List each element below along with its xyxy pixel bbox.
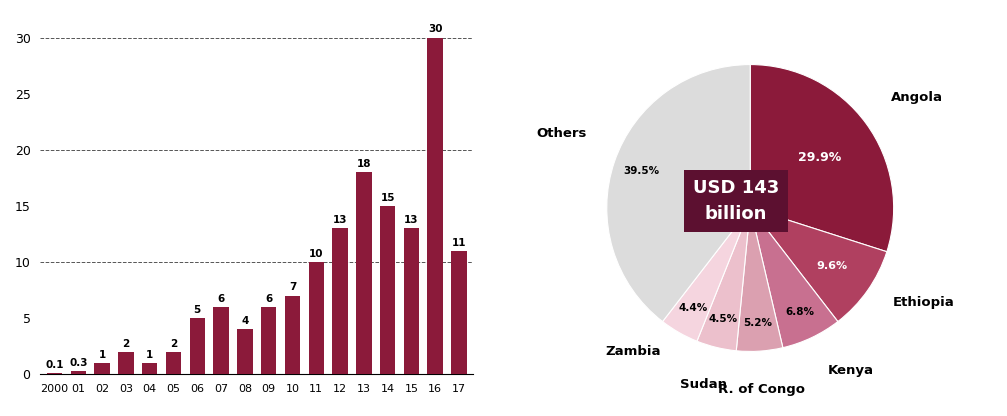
Text: 30: 30 [428, 24, 442, 34]
Text: 0.3: 0.3 [69, 358, 88, 368]
Bar [238, 329, 253, 374]
Bar [213, 307, 229, 374]
Text: 9.6%: 9.6% [817, 261, 848, 271]
Text: 4: 4 [242, 316, 249, 326]
Bar [404, 228, 419, 374]
Bar [261, 307, 276, 374]
Text: 10: 10 [309, 249, 323, 259]
Text: 6: 6 [265, 294, 272, 304]
Text: 6.8%: 6.8% [784, 307, 814, 317]
Wedge shape [736, 208, 782, 352]
Text: Others: Others [537, 127, 587, 141]
Text: 5.2%: 5.2% [743, 317, 772, 327]
Text: USD 143
billion: USD 143 billion [693, 178, 779, 223]
Bar [356, 172, 372, 374]
Wedge shape [750, 64, 893, 252]
Text: 7: 7 [289, 282, 296, 292]
Text: 0.1: 0.1 [45, 360, 63, 370]
Text: 1: 1 [99, 350, 106, 360]
Text: 11: 11 [452, 238, 466, 248]
Text: Zambia: Zambia [606, 345, 662, 358]
Text: Ethiopia: Ethiopia [892, 296, 955, 309]
Text: Kenya: Kenya [828, 364, 874, 377]
Bar [95, 363, 110, 374]
Text: 15: 15 [381, 193, 395, 203]
Text: R. of Congo: R. of Congo [718, 383, 805, 396]
Text: 13: 13 [332, 215, 347, 225]
Bar [428, 37, 443, 374]
Bar [285, 296, 300, 374]
Text: 6: 6 [218, 294, 225, 304]
Text: 4.5%: 4.5% [709, 314, 737, 324]
Text: 5: 5 [193, 305, 201, 315]
Wedge shape [663, 208, 750, 341]
Bar [166, 352, 181, 374]
Text: 4.4%: 4.4% [679, 303, 708, 313]
Text: 1: 1 [146, 350, 153, 360]
Text: 29.9%: 29.9% [799, 151, 842, 164]
Text: 39.5%: 39.5% [623, 166, 660, 176]
Bar [70, 371, 86, 374]
Text: 18: 18 [356, 159, 372, 169]
Bar [451, 251, 467, 374]
Bar [46, 373, 62, 374]
Bar [332, 228, 347, 374]
Wedge shape [607, 64, 750, 322]
Wedge shape [697, 208, 750, 351]
Wedge shape [750, 208, 887, 322]
Bar [380, 206, 396, 374]
Text: 2: 2 [170, 339, 177, 349]
Text: Angola: Angola [890, 91, 943, 104]
Wedge shape [750, 208, 838, 348]
Text: 2: 2 [122, 339, 130, 349]
Bar [142, 363, 157, 374]
Text: 13: 13 [404, 215, 419, 225]
Bar [118, 352, 134, 374]
Text: Sudan: Sudan [681, 378, 727, 391]
Bar [308, 262, 324, 374]
Bar [189, 318, 205, 374]
